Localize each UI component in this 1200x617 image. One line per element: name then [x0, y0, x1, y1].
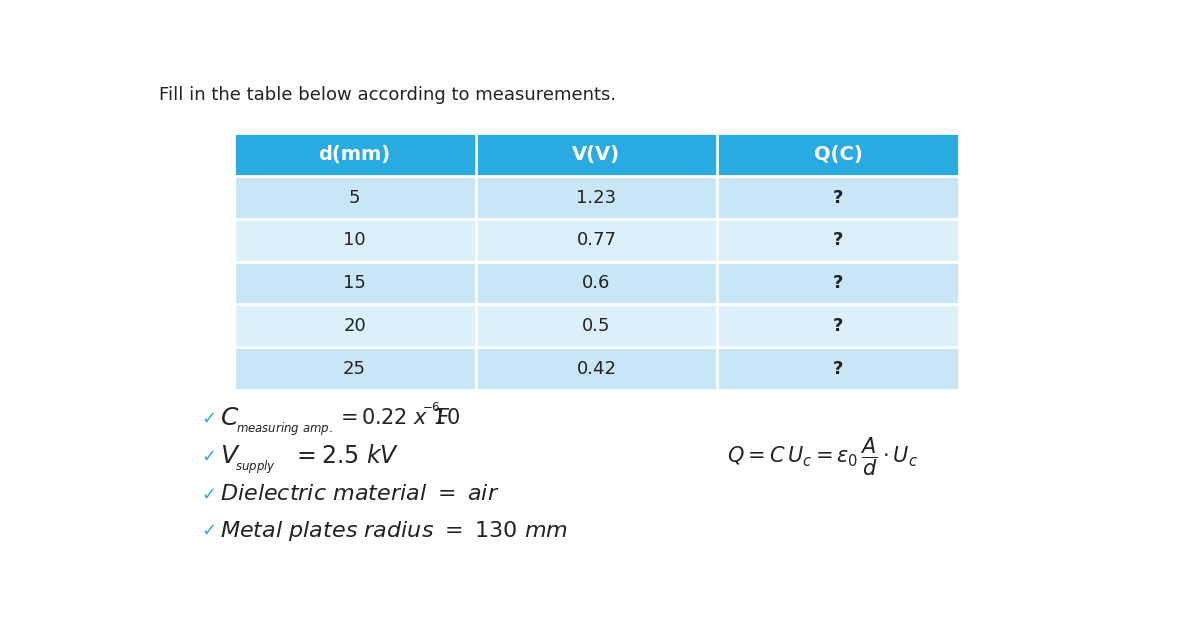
- Text: 1.23: 1.23: [576, 189, 617, 207]
- Bar: [718, 176, 959, 219]
- Text: ?: ?: [833, 189, 844, 207]
- Text: $\mathit{measuring\ amp.}$: $\mathit{measuring\ amp.}$: [235, 420, 332, 437]
- Text: $\mathit{Metal\ plates\ radius\ =\ 130\ mm}$: $\mathit{Metal\ plates\ radius\ =\ 130\ …: [220, 519, 568, 543]
- Bar: [234, 304, 475, 347]
- Text: ?: ?: [833, 317, 844, 335]
- Text: $\mathit{F}$: $\mathit{F}$: [437, 408, 451, 428]
- Text: $\mathit{Q = C\,U_c = \varepsilon_0\,\dfrac{A}{d}\cdot U_c}$: $\mathit{Q = C\,U_c = \varepsilon_0\,\df…: [727, 435, 918, 478]
- Text: 0.5: 0.5: [582, 317, 611, 335]
- Text: ?: ?: [833, 231, 844, 249]
- Bar: [234, 133, 475, 176]
- Text: $\mathit{V}$: $\mathit{V}$: [220, 444, 240, 468]
- Text: Q(C): Q(C): [814, 146, 863, 164]
- Bar: [718, 219, 959, 262]
- Bar: [475, 347, 718, 390]
- Bar: [475, 219, 718, 262]
- Text: $\mathit{= 2.5\ kV}$: $\mathit{= 2.5\ kV}$: [293, 444, 400, 468]
- Text: $\mathit{=0.22\ x\ 10}$: $\mathit{=0.22\ x\ 10}$: [336, 408, 460, 428]
- Bar: [475, 176, 718, 219]
- Bar: [475, 133, 718, 176]
- Text: 25: 25: [343, 360, 366, 378]
- Bar: [234, 219, 475, 262]
- Text: d(mm): d(mm): [318, 146, 391, 164]
- Text: ✓: ✓: [202, 410, 216, 428]
- Text: 0.6: 0.6: [582, 274, 611, 292]
- Text: 0.77: 0.77: [576, 231, 617, 249]
- Text: 20: 20: [343, 317, 366, 335]
- Bar: [234, 176, 475, 219]
- Bar: [475, 304, 718, 347]
- Text: $\mathit{-6}$: $\mathit{-6}$: [422, 401, 442, 414]
- Text: 10: 10: [343, 231, 366, 249]
- Bar: [718, 262, 959, 304]
- Bar: [475, 262, 718, 304]
- Bar: [718, 304, 959, 347]
- Text: ✓: ✓: [202, 486, 216, 503]
- Text: V(V): V(V): [572, 146, 620, 164]
- Text: ?: ?: [833, 360, 844, 378]
- Bar: [234, 347, 475, 390]
- Text: 0.42: 0.42: [576, 360, 617, 378]
- Text: $\mathit{C}$: $\mathit{C}$: [220, 407, 239, 431]
- Text: ?: ?: [833, 274, 844, 292]
- Bar: [718, 347, 959, 390]
- Text: $\mathit{Dielectric\ material\ =\ air}$: $\mathit{Dielectric\ material\ =\ air}$: [220, 484, 499, 505]
- Text: Fill in the table below according to measurements.: Fill in the table below according to mea…: [160, 86, 617, 104]
- Text: $\mathit{supply}$: $\mathit{supply}$: [235, 458, 276, 476]
- Text: ✓: ✓: [202, 522, 216, 540]
- Text: 5: 5: [349, 189, 360, 207]
- Bar: [718, 133, 959, 176]
- Bar: [234, 262, 475, 304]
- Text: ✓: ✓: [202, 447, 216, 465]
- Text: 15: 15: [343, 274, 366, 292]
